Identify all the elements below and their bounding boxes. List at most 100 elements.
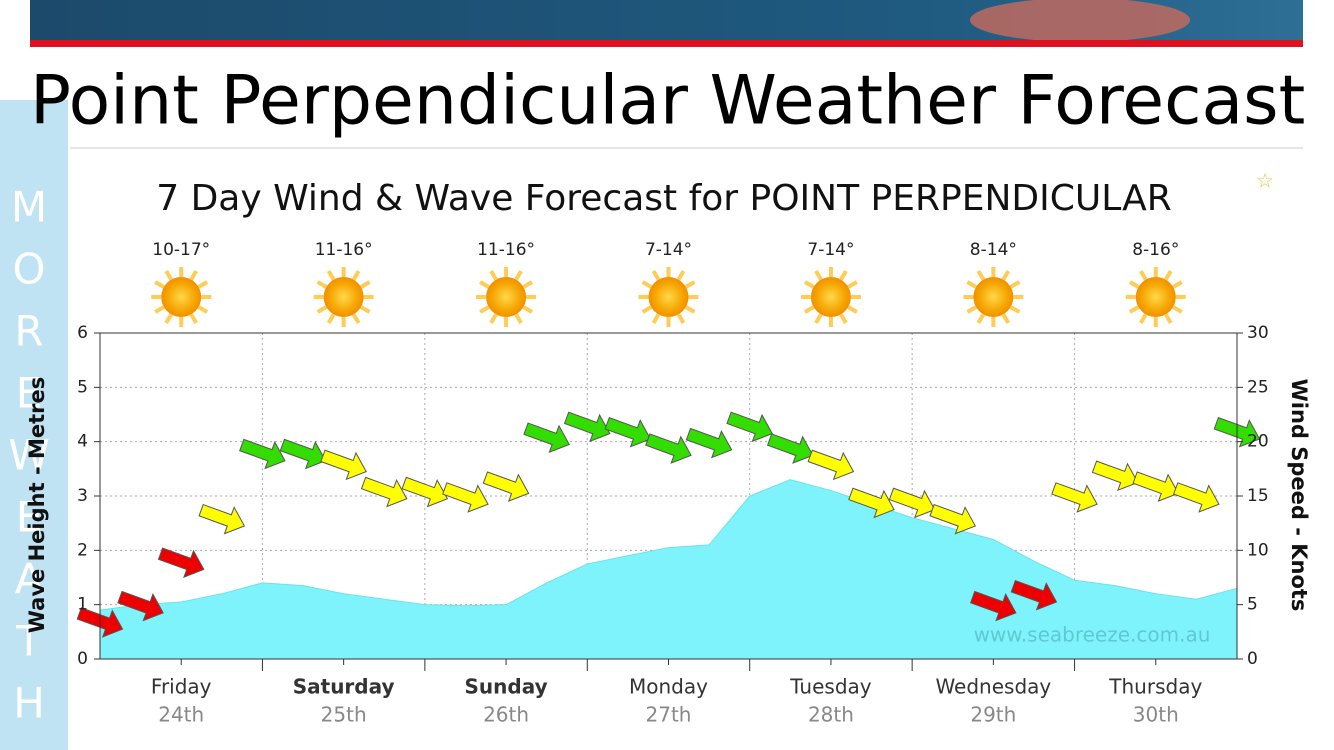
day-temp: 11-16°: [315, 240, 373, 260]
day-date: 30th: [1133, 703, 1179, 727]
sun-ray: [684, 280, 696, 289]
day-name: Thursday: [1108, 675, 1202, 699]
y2-tick-label: 0: [1247, 649, 1258, 669]
side-tab-letter: T: [15, 617, 42, 666]
sun-ray: [316, 305, 328, 314]
y2-tick-label: 5: [1247, 595, 1258, 615]
sun-ray: [514, 313, 523, 324]
wind-arrow: [401, 476, 449, 508]
banner-stripe: [30, 40, 1303, 47]
wind-arrow: [360, 476, 408, 508]
day-name: Saturday: [293, 675, 395, 699]
sun-ray: [847, 305, 858, 314]
sun-ray: [651, 270, 661, 281]
y-tick-label: 0: [77, 649, 88, 669]
sun-ray: [1164, 313, 1173, 324]
side-tab-letter: R: [14, 307, 43, 356]
sun-ray: [847, 280, 858, 289]
wind-arrow: [685, 427, 733, 459]
sun-ray: [189, 313, 198, 324]
sun-ray: [641, 305, 653, 314]
sun-ray: [1139, 313, 1148, 324]
sun-ray: [641, 280, 653, 289]
day-date: 28th: [808, 703, 854, 727]
side-tab-letter: A: [15, 555, 44, 604]
wind-arrow: [320, 449, 367, 481]
banner-image: [970, 0, 1190, 42]
sun-ray: [316, 280, 328, 289]
sun-ray: [514, 270, 523, 281]
sun-ray: [651, 313, 661, 324]
sun-ray: [839, 270, 848, 281]
sun-ray: [351, 270, 361, 281]
side-tab-letter: H: [13, 679, 45, 728]
day-name: Sunday: [465, 675, 548, 699]
sun-ray: [676, 313, 686, 324]
sun-ray: [966, 305, 978, 314]
sun-ray: [966, 280, 978, 289]
day-temp: 10-17°: [152, 240, 210, 260]
sun-ray: [1128, 305, 1140, 314]
y2-tick-label: 20: [1247, 432, 1269, 452]
sun-ray: [814, 270, 823, 281]
sun-ray: [197, 305, 209, 314]
plot: www.seabreeze.com.au: [76, 332, 1261, 660]
sun-icon: [161, 277, 202, 317]
y-tick-label: 4: [77, 432, 88, 452]
sun-ray: [814, 313, 823, 324]
sun-ray: [803, 280, 815, 289]
wind-arrow: [888, 487, 936, 519]
wind-arrow: [1010, 579, 1058, 611]
day-name: Friday: [151, 675, 212, 699]
favorite-star[interactable]: ☆: [1256, 169, 1274, 193]
sun-icon: [973, 277, 1014, 317]
wind-arrow: [807, 449, 855, 481]
sun-ray: [803, 305, 815, 314]
y-tick-label: 2: [77, 540, 88, 560]
sun-ray: [479, 280, 490, 289]
sun-ray: [676, 270, 686, 281]
sun-ray: [1009, 280, 1021, 289]
y2-axis-title: Wind Speed - Knots: [1287, 379, 1311, 612]
sun-ray: [197, 280, 209, 289]
day-temp: 7-14°: [645, 240, 692, 260]
wind-arrow: [1173, 482, 1220, 513]
sun-ray: [1001, 313, 1011, 324]
sun-ray: [1172, 280, 1183, 289]
day-date: 25th: [321, 703, 367, 727]
y-tick-label: 1: [77, 595, 88, 615]
day-date: 26th: [483, 703, 529, 727]
wind-arrow: [563, 411, 611, 443]
sun-ray: [522, 280, 534, 289]
day-temp: 7-14°: [807, 240, 854, 260]
wind-arrow: [604, 416, 652, 448]
wind-arrow: [929, 503, 977, 535]
day-temp: 8-16°: [1132, 240, 1179, 260]
day-name: Tuesday: [789, 675, 872, 699]
sun-icon: [1135, 277, 1176, 317]
sun-ray: [164, 270, 173, 281]
y2-tick-label: 15: [1247, 486, 1269, 506]
y2-tick-label: 25: [1247, 377, 1269, 397]
side-tab[interactable]: [0, 100, 68, 750]
sun-ray: [189, 270, 198, 281]
y2-tick-label: 30: [1247, 323, 1269, 343]
day-name: Wednesday: [935, 675, 1051, 699]
side-tab-letter: E: [16, 369, 43, 418]
day-temp: 11-16°: [477, 240, 535, 260]
day-date: 27th: [646, 703, 692, 727]
wind-arrow: [969, 590, 1017, 622]
sun-ray: [1164, 270, 1173, 281]
sun-ray: [479, 305, 490, 314]
wind-arrow: [645, 433, 692, 464]
y-tick-label: 5: [77, 377, 88, 397]
sun-ray: [164, 313, 173, 324]
wind-arrow: [1051, 482, 1098, 513]
sun-ray: [326, 313, 336, 324]
wind-arrow: [482, 471, 530, 502]
side-tab-letter: W: [8, 431, 50, 480]
sun-ray: [154, 305, 165, 314]
wind-arrow: [726, 411, 773, 443]
